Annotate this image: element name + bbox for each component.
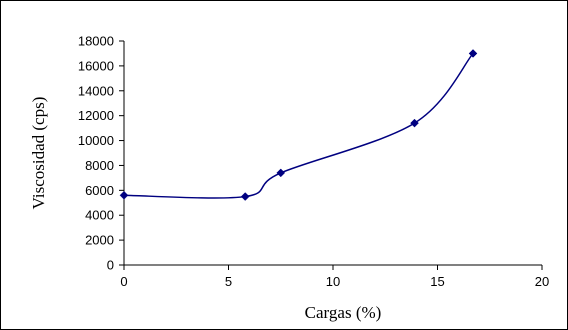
y-tick-label: 4000 [85,208,114,223]
y-tick-label: 14000 [78,83,114,98]
series-line [123,52,474,199]
x-tick-labels: 0 5 10 15 20 [120,274,549,289]
axes [119,40,543,270]
y-tick-label: 8000 [85,158,114,173]
data-point-marker [410,118,419,128]
y-axis-title: Viscosidad (cps) [29,97,48,210]
data-point-marker [119,190,129,200]
data-point-marker [240,192,250,201]
y-tick-label: 10000 [78,133,114,148]
x-tick-label: 15 [430,274,444,289]
data-point-marker [468,49,478,58]
x-tick-label: 0 [120,274,127,289]
y-tick-label: 0 [107,258,114,273]
x-axis-title: Cargas (%) [305,303,382,322]
y-tick-label: 2000 [85,233,114,248]
y-tick-labels: 0 2000 4000 6000 8000 10000 12000 14000 16000 180… [78,34,114,273]
y-tick-label: 18000 [78,34,114,49]
x-tick-label: 20 [535,274,549,289]
data-point-marker [276,168,286,178]
y-tick-label: 12000 [78,108,114,123]
y-tick-label: 16000 [78,58,114,73]
series-markers [119,49,478,201]
y-tick-label: 6000 [85,183,114,198]
x-tick-label: 5 [225,274,232,289]
x-tick-label: 10 [326,274,340,289]
